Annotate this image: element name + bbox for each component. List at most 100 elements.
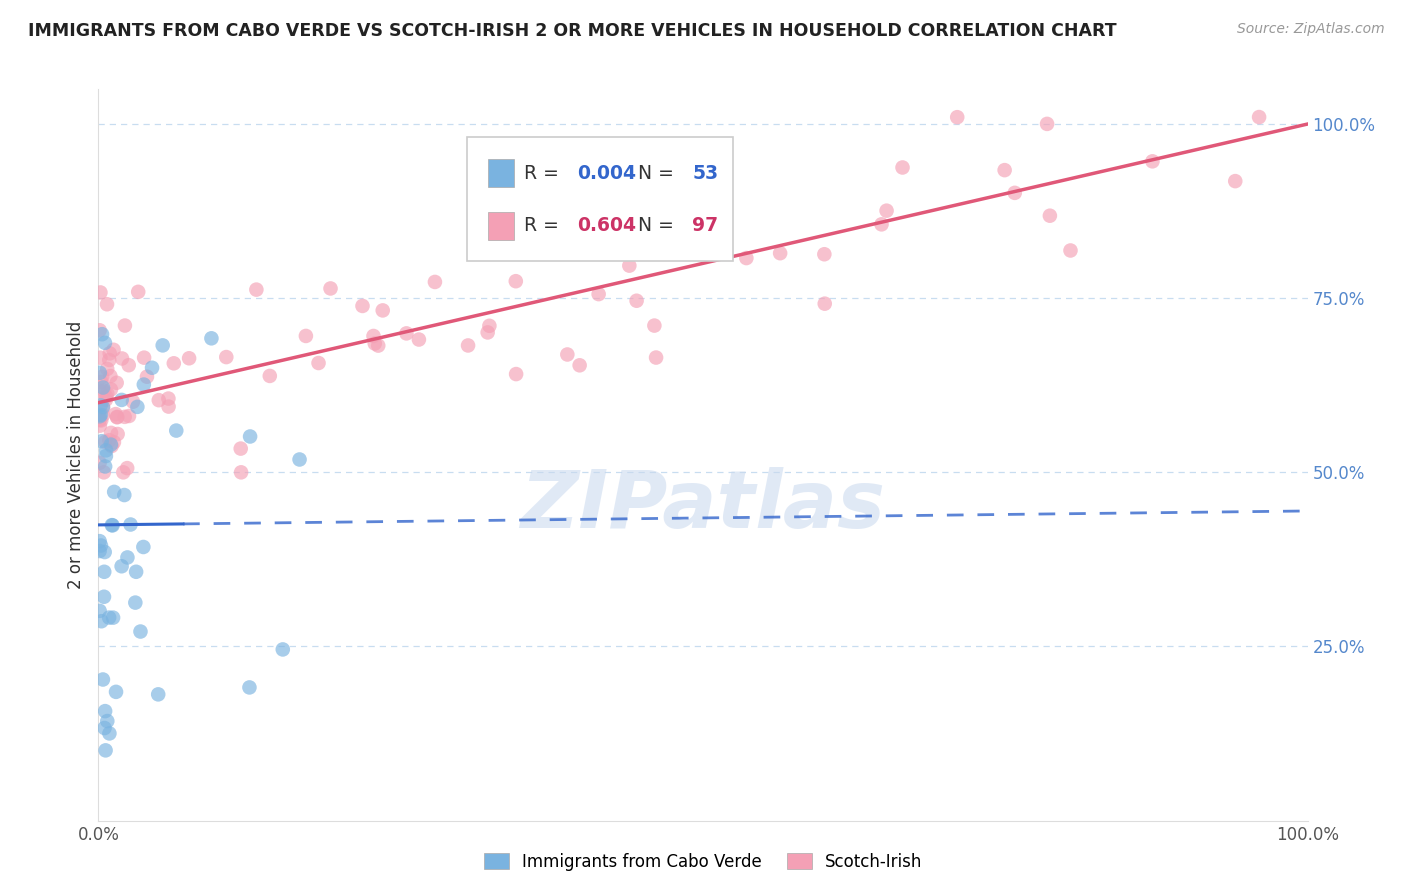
Text: ZIPatlas: ZIPatlas [520,467,886,545]
Point [735,251,758,265]
Point [530,220,553,235]
Point [89,351,111,365]
Point [165,424,187,438]
Point [288,452,311,467]
Point [177,351,200,366]
Point [1059,244,1081,258]
Point [946,110,969,124]
Text: 0.604: 0.604 [578,217,637,235]
Point [148,687,170,701]
Point [93,545,115,559]
Point [157,392,180,406]
Point [93,721,115,735]
Point [91,401,114,415]
Point [891,161,914,175]
Point [112,466,135,480]
Point [89,384,111,398]
Point [118,358,141,372]
Point [100,369,122,384]
Point [111,392,134,407]
Text: 53: 53 [692,164,718,183]
Point [96,714,118,728]
Point [105,685,128,699]
Text: R =: R = [524,164,565,183]
Point [89,604,111,618]
Point [124,596,146,610]
Point [127,400,149,414]
Point [813,247,835,261]
Point [89,285,111,300]
Point [588,287,610,301]
Point [101,518,124,533]
Point [477,326,499,340]
Text: 97: 97 [692,217,718,235]
Point [117,550,139,565]
Point [100,439,122,453]
Point [98,434,121,448]
Point [90,375,112,389]
Point [769,246,792,260]
Point [107,427,129,442]
Point [568,359,591,373]
Point [94,434,117,449]
Point [478,318,501,333]
Point [1004,186,1026,200]
Point [100,437,122,451]
Point [645,351,668,365]
Point [101,610,124,624]
Point [100,383,122,397]
Point [364,336,387,351]
Point [93,565,115,579]
Point [259,368,281,383]
Point [371,303,394,318]
Point [118,409,141,423]
Point [104,407,127,421]
Point [141,360,163,375]
Point [505,367,527,381]
Text: R =: R = [524,217,565,235]
Point [103,484,125,499]
Point [114,409,136,424]
Point [395,326,418,341]
Point [89,366,111,380]
Point [876,203,898,218]
Point [98,346,121,360]
Text: N =: N = [626,164,679,183]
Point [105,410,128,425]
Point [94,743,117,757]
Point [91,408,114,422]
Point [122,394,145,409]
Point [89,413,111,427]
Point [93,466,115,480]
Point [200,331,222,345]
Point [239,429,262,443]
Point [125,565,148,579]
Point [229,442,252,456]
Point [271,642,294,657]
Point [91,369,114,384]
Point [136,369,159,384]
Point [105,409,128,424]
Point [127,285,149,299]
Point [1225,174,1247,188]
Point [111,559,134,574]
Point [363,329,385,343]
Point [557,347,579,361]
Point [90,434,112,449]
Point [157,400,180,414]
Y-axis label: 2 or more Vehicles in Household: 2 or more Vehicles in Household [66,321,84,589]
Point [103,343,125,357]
Point [626,293,648,308]
Point [814,296,837,310]
Point [215,350,238,364]
Point [96,362,118,376]
Point [1142,154,1164,169]
Point [98,610,121,624]
Point [308,356,330,370]
Point [93,384,115,398]
Point [229,466,252,480]
Point [245,283,267,297]
Point [90,398,112,412]
Point [994,163,1017,178]
Point [90,539,112,553]
